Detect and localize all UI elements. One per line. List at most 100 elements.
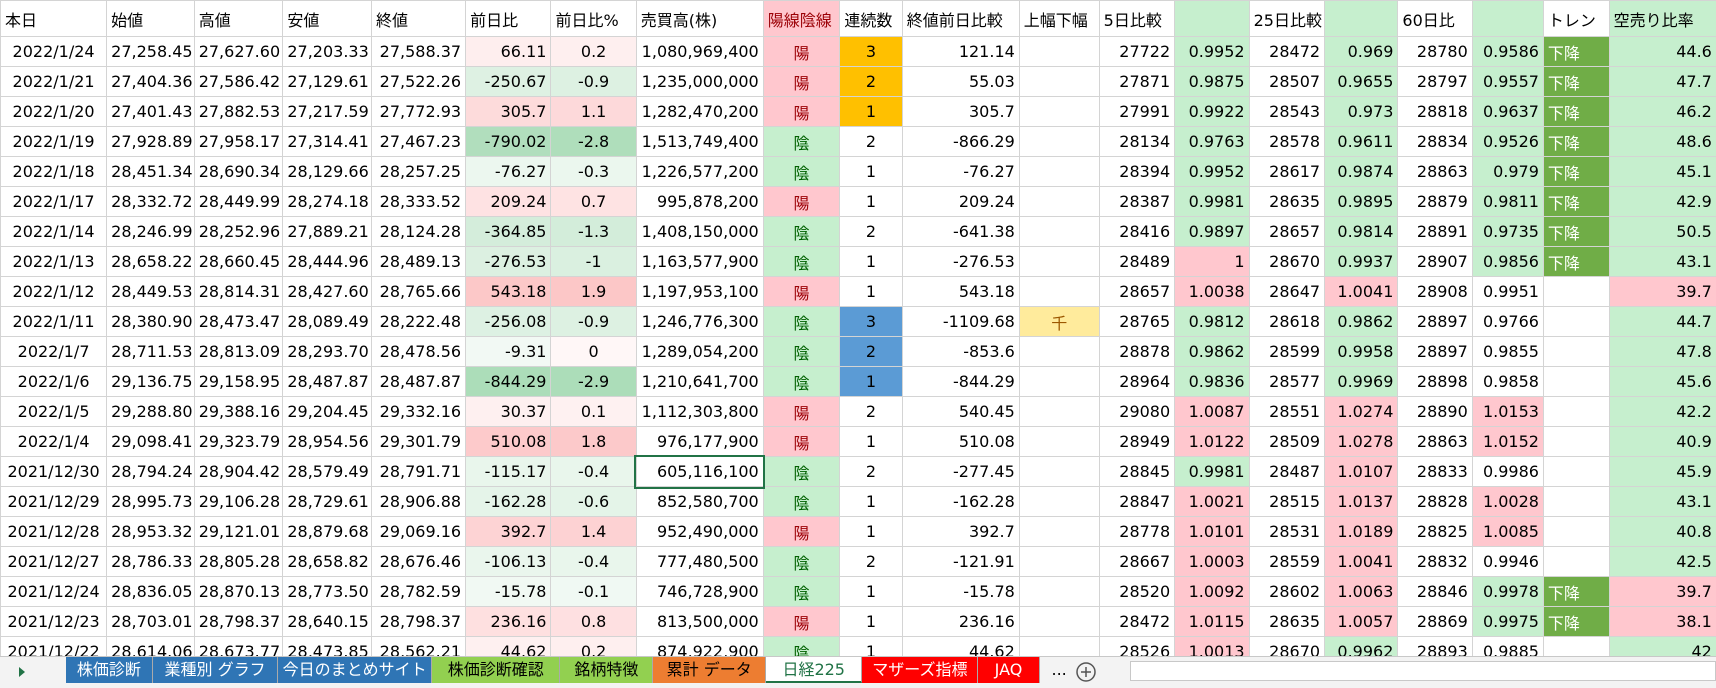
cell: 1 [1175,247,1249,277]
cell: 29,323.79 [194,427,283,457]
cell: 27,928.89 [107,127,195,157]
cell: -0.9 [551,67,636,97]
cell: 28487 [1249,457,1325,487]
cell: 746,728,900 [636,577,763,607]
cell: 28825 [1398,517,1472,547]
cell: 陰 [763,547,840,577]
sheet-tab[interactable]: 株価診断確認 [432,657,560,683]
cell: 陰 [763,127,840,157]
cell: 1,289,054,200 [636,337,763,367]
cell: 28,870.13 [194,577,283,607]
cell: 2 [840,547,902,577]
sheet-tab[interactable]: JAQ [978,657,1039,683]
cell: 0.9951 [1472,277,1543,307]
cell: 28,729.61 [283,487,372,517]
cell: 28,487.87 [371,367,465,397]
cell: 28863 [1398,427,1472,457]
cell: 2022/1/21 [1,67,107,97]
cell: 1.0152 [1472,427,1543,457]
cell: 28,489.13 [371,247,465,277]
sheet-grid: 本日始値高値安値終値前日比前日比%売買高(株)陽線陰線連続数終値前日比較上幅下幅… [0,0,1716,656]
cell [1543,277,1609,307]
cell [1019,367,1099,397]
cell: 28,449.53 [107,277,195,307]
cell: 995,878,200 [636,187,763,217]
cell: 605,116,100 [636,457,763,487]
column-header: 60日比 [1398,1,1472,37]
cell: 1.0278 [1325,427,1398,457]
horizontal-scrollbar[interactable] [1130,661,1716,681]
cell: 0.9975 [1472,607,1543,637]
sheet-tab[interactable]: 業種別 グラフ [153,657,278,683]
cell: 0.9958 [1325,337,1398,367]
cell: 28,222.48 [371,307,465,337]
cell: 28,562.21 [371,637,465,657]
scroll-arrow[interactable] [0,657,40,687]
cell: 2021/12/23 [1,607,107,637]
cell: 39.7 [1609,277,1716,307]
cell: 0.9557 [1472,67,1543,97]
cell: 2 [840,217,902,247]
cell [1019,457,1099,487]
sheet-tab[interactable]: 銘柄特徴 [560,657,653,683]
cell: 陽 [763,277,840,307]
cell: 236.16 [902,607,1019,637]
cell: 1.0003 [1175,547,1249,577]
cell: 28797 [1398,67,1472,97]
cell: 28,380.90 [107,307,195,337]
cell: 0.9946 [1472,547,1543,577]
cell: 0.9981 [1175,187,1249,217]
sheet-tab[interactable]: 株価診断 [66,657,154,683]
sheet-tab[interactable]: 累計 データ [653,657,766,683]
cell: 874,922,900 [636,637,763,657]
cell: -76.27 [466,157,551,187]
cell: 0.9986 [1472,457,1543,487]
cell: 2022/1/14 [1,217,107,247]
cell: -2.8 [551,127,636,157]
cell: 28,798.37 [371,607,465,637]
cell: 28,782.59 [371,577,465,607]
cell: 27,203.33 [283,37,372,67]
cell: 28,451.34 [107,157,195,187]
cell: 28,660.45 [194,247,283,277]
cell: 27,217.59 [283,97,372,127]
cell: -0.6 [551,487,636,517]
cell: 29,158.95 [194,367,283,397]
cell: 陽 [763,187,840,217]
cell: 28879 [1398,187,1472,217]
cell: 392.7 [902,517,1019,547]
cell: 0.7 [551,187,636,217]
cell: 27,129.61 [283,67,372,97]
cell: 28847 [1099,487,1175,517]
sheet-tab[interactable]: 今日のまとめサイト [278,657,432,683]
cell: 44.62 [902,637,1019,657]
cell: 2 [840,67,902,97]
cell: 2021/12/28 [1,517,107,547]
cell: 2 [840,457,902,487]
cell: 下降 [1543,37,1609,67]
sheet-tab[interactable]: 日経225 [766,657,862,683]
cell: 28,791.71 [371,457,465,487]
cell: 28828 [1398,487,1472,517]
add-sheet[interactable] [1073,659,1099,685]
cell: 陰 [763,577,840,607]
cell: 1 [840,277,902,307]
cell: 27871 [1099,67,1175,97]
cell: 0.9858 [1472,367,1543,397]
cell: 陽 [763,67,840,97]
cell: 1 [840,607,902,637]
cell: -844.29 [466,367,551,397]
column-header [1325,1,1398,37]
cell [1019,97,1099,127]
cell: 28,786.33 [107,547,195,577]
cell: 1.0115 [1175,607,1249,637]
tab-overflow[interactable]: ... [1045,657,1073,683]
sheet-tab[interactable]: マザーズ指標 [862,657,978,683]
cell: 0.979 [1472,157,1543,187]
